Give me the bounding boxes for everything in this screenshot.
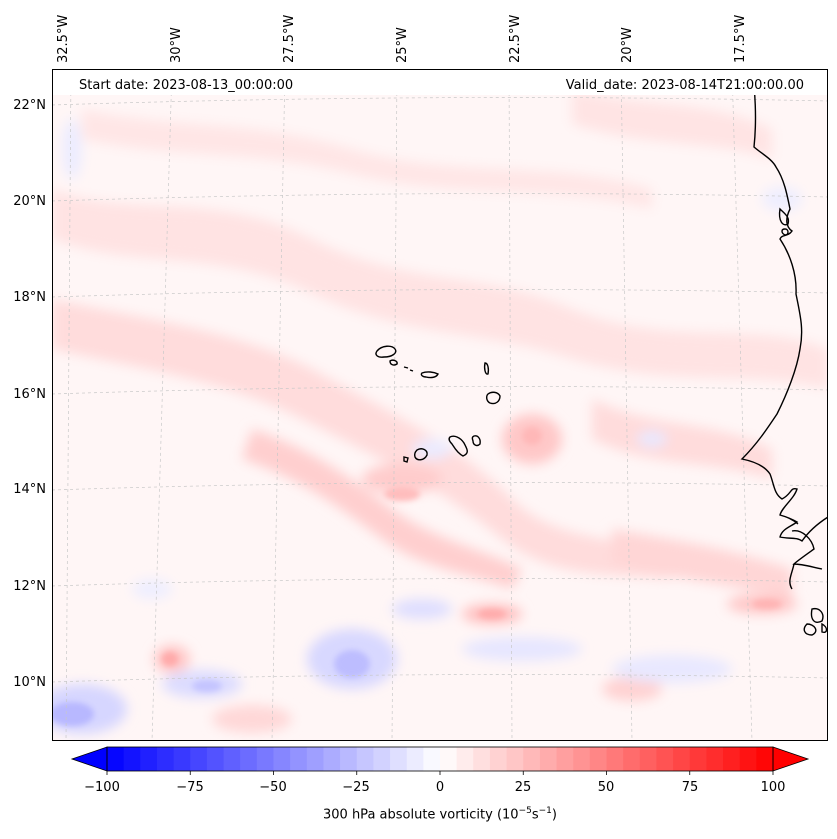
colorbar-step <box>123 747 141 771</box>
lat-label: 10°N <box>13 675 46 690</box>
colorbar-ticks <box>106 771 774 775</box>
coastline-west-africa <box>740 69 828 636</box>
colorbar-tick-label: 75 <box>681 780 699 795</box>
colorbar-step <box>506 747 524 771</box>
colorbar-step <box>723 747 741 771</box>
coastline-senegal-inlet <box>778 207 790 236</box>
colorbar-step <box>456 747 474 771</box>
lon-label: 30°W <box>169 27 184 63</box>
lat-label: 14°N <box>13 482 46 497</box>
colorbar-tick-label: 0 <box>435 780 445 795</box>
colorbar-step <box>107 747 125 771</box>
colorbar-step <box>756 747 774 771</box>
lat-label: 12°N <box>13 579 46 594</box>
colorbar-step <box>306 747 325 771</box>
map-panel <box>52 69 828 741</box>
valid-date-label: Valid_date: 2023-08-14T21:00:00.00 <box>561 77 808 95</box>
colorbar-step <box>190 747 208 771</box>
colorbar-step <box>606 747 624 771</box>
colorbar-steps <box>107 747 774 771</box>
colorbar-step <box>373 747 391 771</box>
colorbar-step <box>256 747 275 771</box>
colorbar-step <box>489 747 508 771</box>
colorbar-step <box>340 747 358 771</box>
lat-label: 22°N <box>13 98 46 113</box>
lat-label: 20°N <box>13 194 46 209</box>
colorbar-step <box>240 747 258 771</box>
colorbar-step <box>523 747 541 771</box>
colorbar-step <box>273 747 291 771</box>
colorbar-tick-label: 50 <box>597 780 615 795</box>
colorbar-step <box>423 747 441 771</box>
colorbar-extend-high <box>772 746 810 772</box>
lat-label: 16°N <box>13 387 46 402</box>
colorbar-step <box>539 747 558 771</box>
lon-label: 17.5°W <box>733 14 748 63</box>
colorbar-step <box>639 747 658 771</box>
colorbar-step <box>290 747 308 771</box>
colorbar-step <box>689 747 707 771</box>
colorbar-units-exp2: −1 <box>538 806 552 816</box>
colorbar-step <box>323 747 341 771</box>
colorbar-step <box>739 747 757 771</box>
cape-verde-islands <box>375 345 501 463</box>
lon-label: 27.5°W <box>282 14 297 63</box>
colorbar-tick-label: −50 <box>259 780 287 795</box>
colorbar-step <box>173 747 191 771</box>
colorbar-units-s: s <box>531 807 539 823</box>
colorbar-step <box>556 747 574 771</box>
colorbar-tick-label: −100 <box>84 780 120 795</box>
vorticity-field <box>52 89 828 734</box>
colorbar-tick-label: 25 <box>514 780 532 795</box>
colorbar-tick-label: −25 <box>342 780 370 795</box>
colorbar-extend-low <box>70 746 108 772</box>
colorbar-units-exp1: −5 <box>518 806 532 816</box>
colorbar-step <box>656 747 674 771</box>
colorbar-step <box>440 747 458 771</box>
colorbar-step <box>706 747 724 771</box>
lon-label: 32.5°W <box>56 14 71 63</box>
lat-label: 18°N <box>13 290 46 305</box>
colorbar-tick-label: −75 <box>176 780 204 795</box>
colorbar-step <box>673 747 691 771</box>
colorbar-step <box>356 747 374 771</box>
start-date-label: Start date: 2023-08-13_00:00:00 <box>75 77 298 95</box>
colorbar-units-close: ) <box>551 807 557 823</box>
colorbar-step <box>623 747 641 771</box>
lon-label: 20°W <box>620 27 635 63</box>
colorbar-field-name: 300 hPa absolute vorticity <box>323 807 493 823</box>
vorticity-cores <box>52 427 782 726</box>
gridlines <box>52 69 828 741</box>
colorbar-step <box>223 747 241 771</box>
colorbar-step <box>473 747 491 771</box>
map-frame <box>52 69 828 741</box>
colorbar-step <box>140 747 158 771</box>
colorbar-step <box>589 747 608 771</box>
colorbar-step <box>573 747 591 771</box>
colorbar-step <box>406 747 424 771</box>
colorbar-step <box>206 747 225 771</box>
colorbar-units-open: (10 <box>496 807 519 823</box>
lon-label: 25°W <box>395 27 410 63</box>
colorbar-label: 300 hPa absolute vorticity (10−5s−1) <box>323 806 557 822</box>
colorbar-tick-label: 100 <box>760 780 786 795</box>
colorbar-step <box>156 747 175 771</box>
colorbar <box>70 746 810 775</box>
colorbar-step <box>390 747 408 771</box>
lon-label: 22.5°W <box>508 14 523 63</box>
